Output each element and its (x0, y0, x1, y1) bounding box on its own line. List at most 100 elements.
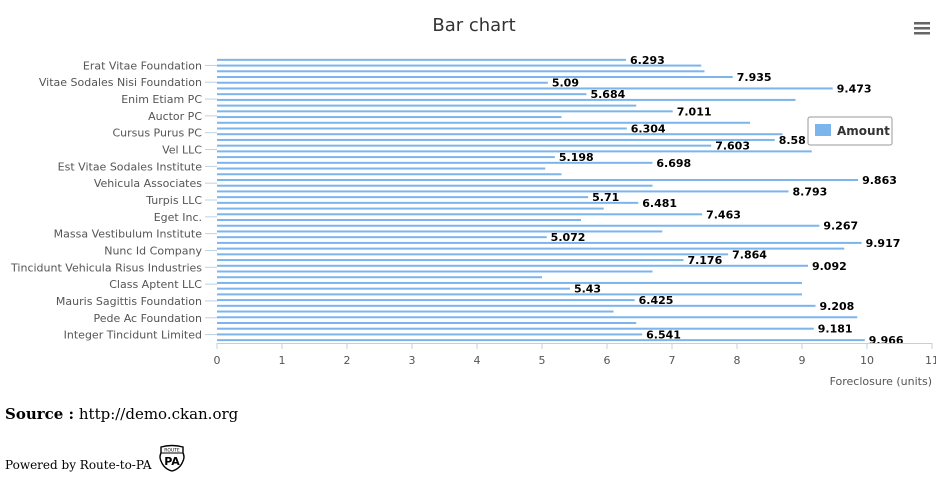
bar[interactable] (217, 213, 703, 216)
category-label: Massa Vestibulum Institute (54, 228, 203, 241)
bar[interactable] (217, 64, 702, 67)
bar[interactable] (217, 264, 808, 267)
data-label: 7.603 (715, 140, 750, 153)
category-label: Nunc Id Company (104, 244, 202, 257)
data-label: 9.267 (823, 220, 858, 233)
bar[interactable] (217, 190, 789, 193)
legend[interactable]: Amount (807, 116, 893, 146)
bar[interactable] (217, 167, 546, 170)
data-label: 9.181 (818, 323, 853, 336)
data-label: 5.09 (552, 77, 579, 90)
category-label: Erat Vitae Foundation (83, 59, 202, 72)
bar[interactable] (217, 184, 653, 187)
x-tick-label: 4 (474, 354, 481, 367)
bar[interactable] (217, 287, 570, 290)
data-label: 7.935 (737, 71, 772, 84)
bar[interactable] (217, 299, 635, 302)
bar[interactable] (217, 339, 865, 342)
logo-main-text: PA (164, 455, 180, 468)
category-label: Cursus Purus PC (112, 127, 202, 140)
category-label: Vehicula Associates (94, 177, 202, 190)
x-tick-label: 11 (925, 354, 936, 367)
source-label: Source : (5, 405, 75, 423)
bar[interactable] (217, 230, 663, 233)
data-label: 7.864 (732, 248, 767, 261)
bar[interactable] (217, 316, 858, 319)
source-url[interactable]: http://demo.ckan.org (78, 405, 239, 423)
data-label: 7.463 (706, 208, 741, 221)
bar[interactable] (217, 144, 712, 147)
bar[interactable] (217, 104, 637, 107)
bar[interactable] (217, 70, 705, 73)
bar[interactable] (217, 110, 673, 113)
bar[interactable] (217, 127, 627, 130)
bar[interactable] (217, 156, 555, 159)
x-tick-label: 10 (860, 354, 874, 367)
bar[interactable] (217, 178, 859, 181)
hamburger-menu-icon[interactable] (912, 16, 930, 35)
bar[interactable] (217, 236, 547, 239)
x-tick-label: 0 (214, 354, 221, 367)
category-label: Mauris Sagittis Foundation (56, 295, 202, 308)
x-tick-label: 9 (799, 354, 806, 367)
data-label: 9.917 (866, 237, 901, 250)
bar[interactable] (217, 121, 750, 124)
data-label: 6.481 (642, 197, 677, 210)
category-label: Turpis LLC (145, 194, 202, 207)
chart-title: Bar chart (432, 15, 515, 36)
x-tick-label: 8 (734, 354, 741, 367)
data-label: 9.863 (862, 174, 897, 187)
bar[interactable] (217, 173, 562, 176)
bar[interactable] (217, 201, 639, 204)
bar[interactable] (217, 321, 637, 324)
bar[interactable] (217, 293, 802, 296)
bar[interactable] (217, 241, 862, 244)
legend-label[interactable]: Amount (837, 124, 890, 138)
x-axis-title: Foreclosure (units) (830, 375, 932, 388)
bar[interactable] (217, 161, 653, 164)
bar[interactable] (217, 93, 587, 96)
data-label: 6.425 (639, 294, 674, 307)
bar[interactable] (217, 87, 833, 90)
bar[interactable] (217, 224, 820, 227)
bar[interactable] (217, 76, 733, 79)
bar[interactable] (217, 276, 542, 279)
bar[interactable] (217, 138, 775, 141)
bar[interactable] (217, 310, 614, 313)
bar[interactable] (217, 207, 604, 210)
bar[interactable] (217, 247, 845, 250)
route-to-pa-logo: ROUTE PA (158, 444, 185, 472)
category-label: Est Vitae Sodales Institute (58, 160, 203, 173)
data-label: 5.198 (559, 151, 594, 164)
powered-by-text: Powered by Route-to-PA (5, 458, 152, 472)
data-label: 5.684 (590, 88, 625, 101)
bar[interactable] (217, 304, 816, 307)
category-label: Tincidunt Vehicula Risus Industries (10, 261, 202, 274)
bar[interactable] (217, 281, 802, 284)
x-tick-label: 7 (669, 354, 676, 367)
x-tick-label: 1 (279, 354, 286, 367)
x-tick-label: 3 (409, 354, 416, 367)
data-label: 7.011 (677, 105, 712, 118)
bar[interactable] (217, 259, 684, 262)
bar[interactable] (217, 333, 643, 336)
bar[interactable] (217, 270, 653, 273)
bar[interactable] (217, 98, 796, 101)
bar[interactable] (217, 116, 562, 119)
bar[interactable] (217, 150, 812, 153)
bar[interactable] (217, 81, 548, 84)
bar[interactable] (217, 219, 581, 222)
bar[interactable] (217, 253, 729, 256)
data-label: 9.473 (837, 82, 872, 95)
x-tick-label: 5 (539, 354, 546, 367)
category-label: Vel LLC (162, 144, 202, 157)
bar[interactable] (217, 58, 627, 61)
category-label: Eget Inc. (154, 211, 202, 224)
source-line: Source : http://demo.ckan.org (5, 405, 238, 423)
data-label: 6.293 (630, 54, 665, 67)
x-tick-label: 2 (344, 354, 351, 367)
y-axis-labels: Erat Vitae Foundation Vitae Sodales Nisi … (10, 59, 217, 342)
bar[interactable] (217, 196, 589, 199)
bar[interactable] (217, 327, 814, 330)
bar[interactable] (217, 133, 783, 136)
